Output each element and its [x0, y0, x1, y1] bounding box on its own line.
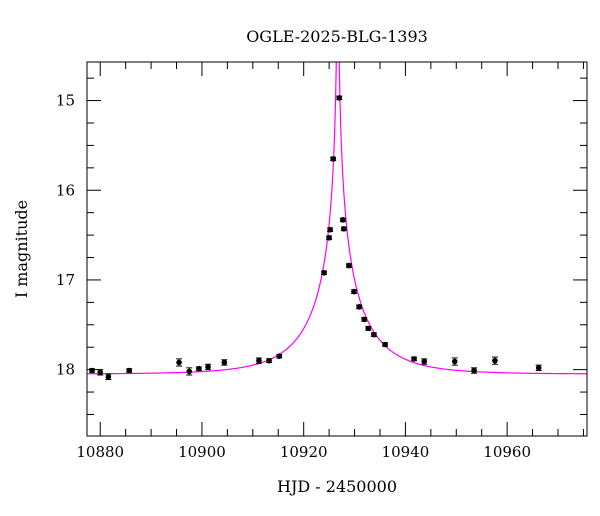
data-point [221, 359, 228, 366]
data-point [382, 341, 388, 348]
x-tick-label: 10880 [76, 443, 124, 461]
data-point [205, 364, 211, 370]
data-point [105, 374, 112, 380]
data-point [346, 262, 352, 269]
data-point [327, 226, 333, 233]
data-point [356, 304, 362, 310]
y-tick-label: 16 [56, 181, 75, 199]
data-point [321, 269, 327, 276]
data-point [492, 357, 498, 364]
data-point [411, 356, 417, 362]
data-point [266, 357, 272, 364]
y-tick-label: 18 [56, 361, 75, 379]
data-point [336, 95, 343, 101]
data-point [535, 365, 542, 371]
y-tick-label: 17 [56, 271, 75, 289]
data-point [89, 367, 95, 374]
model-curve [87, 62, 587, 375]
tick-labels: 10880 10900 10920 10940 10960 15 16 17 18 [56, 92, 531, 461]
data-point [361, 316, 368, 323]
x-tick-label: 10940 [382, 443, 430, 461]
data-point [126, 367, 133, 374]
data-point [176, 359, 182, 366]
x-axis-label: HJD - 2450000 [277, 477, 397, 496]
data-point [471, 367, 477, 374]
y-tick-label: 15 [56, 92, 75, 110]
y-axis-label: I magnitude [12, 200, 31, 298]
axis-ticks [87, 62, 587, 436]
data-points [89, 95, 542, 380]
data-point [340, 217, 346, 223]
data-point [451, 358, 458, 365]
x-tick-label: 10920 [280, 443, 328, 461]
chart-title: OGLE-2025-BLG-1393 [246, 27, 428, 46]
x-tick-label: 10960 [483, 443, 531, 461]
data-point [371, 331, 377, 338]
data-point [326, 234, 332, 241]
data-point [330, 156, 336, 162]
data-point [256, 357, 262, 364]
data-point [196, 365, 202, 372]
x-tick-label: 10900 [178, 443, 226, 461]
data-point [351, 288, 357, 295]
data-point [341, 226, 347, 232]
data-point [276, 353, 283, 359]
data-point [421, 358, 428, 365]
data-point [365, 325, 372, 332]
plot-frame [86, 61, 588, 437]
data-point [97, 369, 104, 376]
data-point [186, 368, 193, 375]
